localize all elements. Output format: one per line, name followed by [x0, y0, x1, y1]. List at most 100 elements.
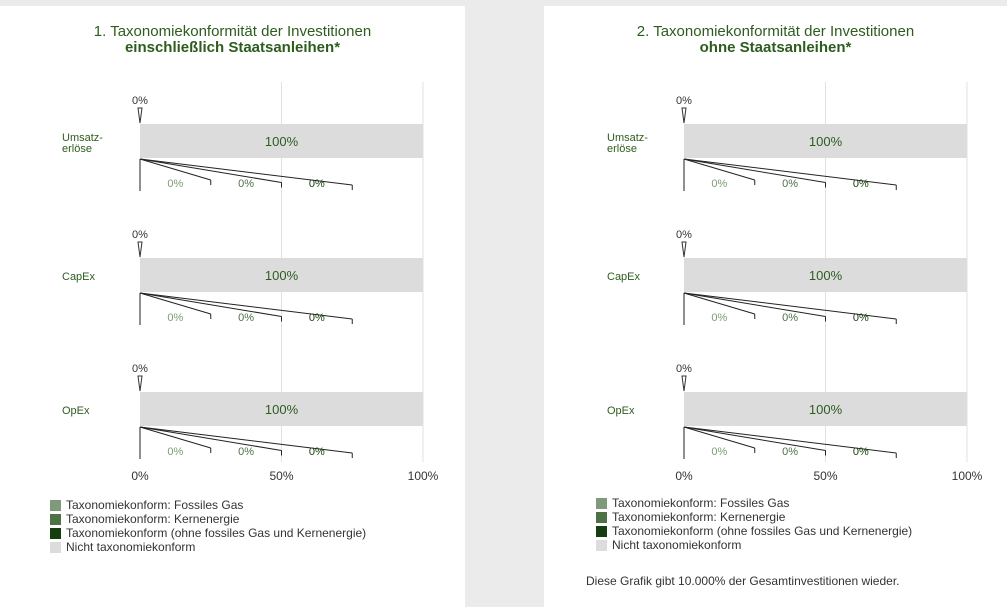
breakdown-callout-line	[683, 292, 897, 320]
aligned-marker	[681, 107, 687, 124]
breakdown-callout-line	[683, 158, 826, 183]
legend-swatch	[596, 511, 607, 523]
breakdown-callout-line	[683, 426, 826, 451]
bar-value-label: 100%	[809, 402, 843, 417]
breakdown-percent-label: 0%	[238, 312, 254, 324]
breakdown-percent-label: 0%	[309, 178, 325, 190]
bar-value-label: 100%	[265, 268, 299, 283]
bar-not-aligned	[684, 392, 967, 426]
chart-legend: Taxonomiekonform: Fossiles Gas Taxonomiek…	[596, 496, 912, 552]
breakdown-callout-line	[139, 292, 353, 320]
category-label: CapEx	[62, 271, 96, 283]
aligned-marker	[681, 241, 687, 258]
x-tick-label: 0%	[131, 469, 149, 483]
breakdown-callout-line	[139, 426, 353, 454]
chart-title-main: 2. Taxonomiekonformität der Investitione…	[636, 23, 915, 40]
breakdown-callout-line	[139, 426, 282, 451]
taxonomy-chart-2: 0% Umsatz-erlöse 100% 0% 0% 0% 0% CapEx 100% 0% 0%…	[607, 82, 983, 483]
chart-legend: Taxonomiekonform: Fossiles Gas Taxonomiek…	[50, 498, 366, 554]
bar-value-label: 100%	[809, 134, 843, 149]
legend-swatch	[596, 497, 607, 509]
aligned-percent-label: 0%	[676, 95, 692, 107]
breakdown-percent-label: 0%	[711, 446, 727, 458]
breakdown-percent-label: 0%	[782, 178, 798, 190]
breakdown-percent-label: 0%	[853, 446, 869, 458]
aligned-percent-label: 0%	[132, 363, 148, 375]
legend-swatch	[596, 539, 607, 551]
category-label: OpEx	[62, 405, 90, 417]
x-tick-label: 100%	[408, 469, 439, 483]
breakdown-percent-label: 0%	[782, 446, 798, 458]
breakdown-percent-label: 0%	[853, 312, 869, 324]
legend-label: Taxonomiekonform (ohne fossiles Gas und …	[66, 526, 367, 540]
chart-title: 1. Taxonomiekonformität der Investitione…	[0, 24, 465, 56]
legend-swatch	[50, 527, 61, 539]
breakdown-callout-line	[683, 158, 897, 186]
bar-value-label: 100%	[265, 402, 299, 417]
breakdown-percent-label: 0%	[238, 446, 254, 458]
legend-item: Nicht taxonomiekonform	[596, 538, 912, 552]
breakdown-percent-label: 0%	[167, 178, 183, 190]
breakdown-callout-line	[683, 158, 755, 181]
chart-title: 2. Taxonomiekonformität der Investitione…	[544, 24, 1007, 56]
breakdown-percent-label: 0%	[853, 178, 869, 190]
legend-item: Taxonomiekonform (ohne fossiles Gas und …	[596, 524, 912, 538]
legend-item: Taxonomiekonform: Kernenergie	[596, 510, 912, 524]
category-label: erlöse	[607, 143, 637, 155]
bar-not-aligned	[140, 258, 423, 292]
legend-swatch	[50, 513, 61, 525]
breakdown-callout-line	[683, 426, 755, 449]
breakdown-percent-label: 0%	[309, 446, 325, 458]
bar-not-aligned	[684, 124, 967, 158]
legend-item: Taxonomiekonform: Fossiles Gas	[596, 496, 912, 510]
aligned-marker	[137, 375, 143, 392]
legend-label: Nicht taxonomiekonform	[612, 538, 742, 552]
breakdown-callout-line	[683, 292, 755, 315]
legend-item: Taxonomiekonform: Fossiles Gas	[50, 498, 366, 512]
chart-title-main: 1. Taxonomiekonformität der Investitione…	[93, 23, 372, 40]
breakdown-callout-line	[139, 158, 353, 186]
legend-swatch	[50, 541, 61, 553]
aligned-percent-label: 0%	[132, 229, 148, 241]
breakdown-percent-label: 0%	[309, 312, 325, 324]
breakdown-callout-line	[683, 292, 826, 317]
legend-item: Taxonomiekonform: Kernenergie	[50, 512, 366, 526]
chart-footnote: Diese Grafik gibt 10.000% der Gesamtinve…	[586, 574, 900, 588]
aligned-percent-label: 0%	[676, 363, 692, 375]
taxonomy-chart-1: 0% Umsatz-erlöse 100% 0% 0% 0% 0% CapEx 100% 0% 0%…	[62, 82, 439, 483]
breakdown-callout-line	[683, 426, 897, 454]
breakdown-percent-label: 0%	[711, 312, 727, 324]
breakdown-callout-line	[139, 292, 211, 315]
category-label: CapEx	[607, 271, 641, 283]
bar-not-aligned	[140, 392, 423, 426]
category-label: OpEx	[607, 405, 635, 417]
chart-panel-including-sovereign-bonds: 1. Taxonomiekonformität der Investitione…	[0, 6, 465, 607]
legend-swatch	[50, 499, 61, 511]
legend-label: Taxonomiekonform (ohne fossiles Gas und …	[612, 524, 913, 538]
x-tick-label: 50%	[813, 469, 837, 483]
breakdown-callout-line	[139, 158, 282, 183]
breakdown-percent-label: 0%	[782, 312, 798, 324]
chart-subtitle: ohne Staatsanleihen*	[699, 39, 852, 56]
category-label: erlöse	[62, 143, 92, 155]
breakdown-callout-line	[139, 158, 211, 181]
legend-label: Taxonomiekonform: Kernenergie	[612, 510, 786, 524]
chart-panel-excluding-sovereign-bonds: 2. Taxonomiekonformität der Investitione…	[544, 6, 1007, 607]
breakdown-percent-label: 0%	[167, 312, 183, 324]
breakdown-percent-label: 0%	[167, 446, 183, 458]
breakdown-percent-label: 0%	[238, 178, 254, 190]
legend-item: Nicht taxonomiekonform	[50, 540, 366, 554]
x-tick-label: 50%	[269, 469, 293, 483]
aligned-marker	[681, 375, 687, 392]
aligned-marker	[137, 107, 143, 124]
aligned-percent-label: 0%	[676, 229, 692, 241]
legend-label: Nicht taxonomiekonform	[66, 540, 196, 554]
legend-swatch	[596, 525, 607, 537]
legend-label: Taxonomiekonform: Fossiles Gas	[612, 496, 790, 510]
category-label: Umsatz-	[607, 132, 648, 144]
legend-label: Taxonomiekonform: Fossiles Gas	[66, 498, 244, 512]
bar-value-label: 100%	[809, 268, 843, 283]
x-tick-label: 100%	[952, 469, 983, 483]
breakdown-callout-line	[139, 292, 282, 317]
x-tick-label: 0%	[675, 469, 693, 483]
